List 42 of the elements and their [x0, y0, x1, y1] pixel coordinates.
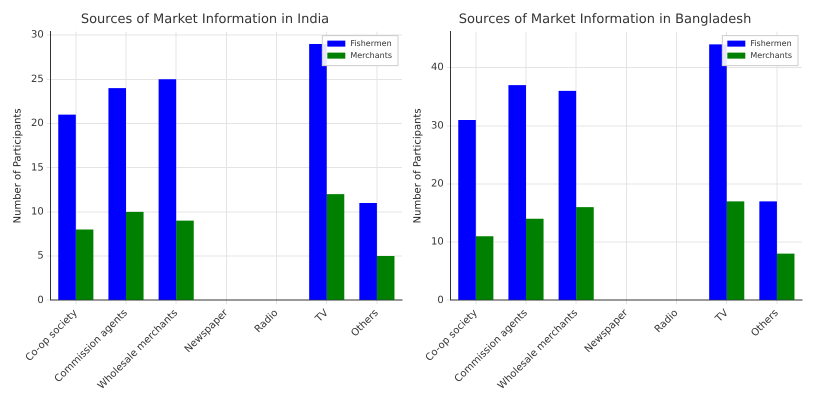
bar: [326, 194, 344, 300]
bar: [458, 120, 476, 300]
chart-title: Sources of Market Information in India: [80, 12, 330, 28]
y-tick-label: 40: [430, 62, 444, 74]
bar: [359, 203, 377, 300]
bar: [726, 201, 744, 300]
y-tick-label: 10: [430, 236, 444, 248]
y-tick-label: 25: [30, 74, 44, 85]
x-tick-label: TV: [713, 308, 731, 326]
bar: [776, 254, 794, 300]
bar: [376, 256, 394, 300]
bar: [759, 201, 777, 300]
bar: [709, 44, 727, 300]
bar: [309, 44, 327, 300]
bar: [476, 236, 494, 300]
bar: [576, 207, 594, 300]
bar: [108, 88, 126, 300]
bar: [158, 79, 176, 300]
bar: [76, 230, 94, 300]
bar: [58, 114, 76, 300]
y-tick-label: 30: [430, 120, 444, 132]
bar: [126, 212, 144, 300]
y-tick-label: 0: [437, 294, 444, 306]
bar: [176, 220, 194, 300]
bar: [558, 90, 576, 300]
y-axis-title: Number of Participants: [412, 108, 424, 224]
y-tick-label: 5: [37, 250, 44, 262]
y-tick-label: 0: [37, 294, 44, 306]
chart-title: Sources of Market Information in Bangladesh: [458, 12, 752, 28]
bar: [508, 85, 526, 300]
x-tick-label: TV: [313, 308, 331, 326]
bar: [526, 218, 544, 300]
y-tick-label: 30: [30, 30, 44, 41]
y-tick-label: 10: [30, 206, 44, 218]
legend-label: Merchants: [350, 51, 392, 60]
y-tick-label: 20: [430, 178, 444, 190]
legend-label: Fishermen: [750, 39, 792, 48]
y-axis-title: Number of Participants: [12, 108, 24, 224]
y-tick-label: 20: [30, 118, 44, 130]
y-tick-label: 15: [30, 162, 44, 174]
legend-label: Fishermen: [350, 39, 392, 48]
legend-label: Merchants: [750, 51, 792, 60]
